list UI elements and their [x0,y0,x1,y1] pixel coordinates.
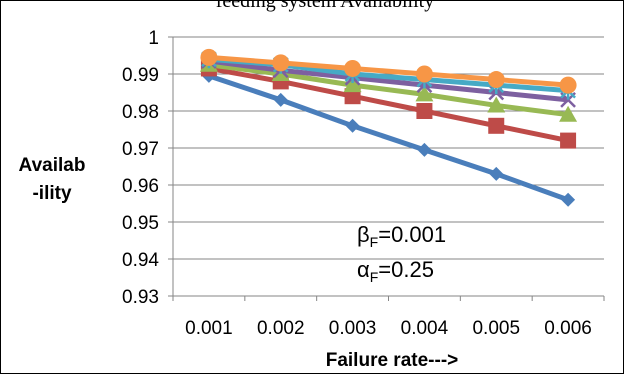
annotation-alpha-sub: F [370,269,379,285]
data-point [489,166,504,181]
annotation-beta: βF=0.001 [357,222,446,250]
y-axis-label-line1: Availab [19,155,86,176]
data-point [487,71,505,89]
annotation-alpha-symbol: α [357,257,370,282]
y-tick-label: 0.95 [122,213,159,234]
y-tick-label: 0.97 [122,139,159,160]
axes [168,36,605,301]
data-point [416,103,433,119]
x-tick-labels: 0.001 0.002 0.003 0.004 0.005 0.006 [185,318,592,339]
data-point [488,117,505,134]
annotation-beta-sub: F [370,234,379,250]
x-tick-label: 0.004 [401,318,449,339]
annotation-beta-value: =0.001 [378,222,446,247]
x-tick-label: 0.002 [257,318,305,339]
x-tick-label: 0.003 [329,318,377,339]
y-tick-label: 1 [148,28,159,49]
chart-title: feeding system Availability [216,0,434,12]
data-point [559,105,578,122]
x-tick-label: 0.001 [185,318,233,339]
grid [173,36,604,260]
data-point [343,76,362,93]
series-line [208,65,569,144]
series-1 [201,68,576,207]
y-tick-label: 0.98 [122,102,159,123]
data-point [344,59,362,77]
y-tick-label: 0.99 [122,65,159,86]
data-point [415,85,434,102]
y-tick-label: 0.96 [122,176,159,197]
annotation-beta-symbol: β [357,222,370,247]
data-point [200,48,218,66]
x-tick-label: 0.005 [472,318,520,339]
series-line [208,73,569,203]
series-group [199,48,578,207]
data-point [344,88,361,105]
y-tick-label: 0.94 [122,250,159,271]
data-point [345,118,360,133]
annotation-alpha-value: =0.25 [378,257,434,282]
series-line [208,62,569,118]
x-tick-label: 0.006 [544,318,592,339]
y-tick-labels: 0.93 0.94 0.95 0.96 0.97 0.98 0.99 1 [122,28,159,308]
data-point [273,92,288,107]
x-axis-label: Failure rate---> [326,350,459,371]
series-6 [200,48,577,94]
data-point [561,192,576,207]
data-point [487,96,506,113]
series-line [208,54,569,88]
y-axis-label-line2: -ility [32,183,71,204]
annotation-alpha: αF=0.25 [357,257,434,285]
data-point [559,76,577,94]
series-line [208,58,569,103]
y-tick-label: 0.93 [122,287,159,308]
data-point [560,132,577,149]
data-point [415,65,433,83]
data-point [272,54,290,72]
data-point [417,142,432,157]
